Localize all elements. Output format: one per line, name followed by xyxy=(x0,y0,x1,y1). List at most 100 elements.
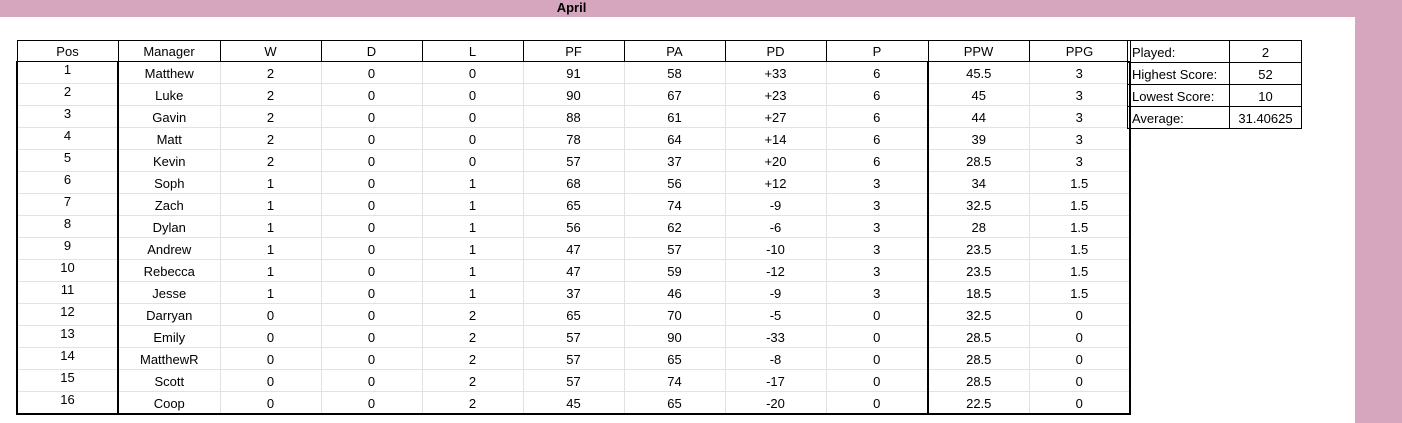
cell-p[interactable]: 3 xyxy=(825,193,929,216)
column-header-w[interactable]: W xyxy=(219,40,322,62)
cell-p[interactable]: 0 xyxy=(825,369,929,392)
cell-l[interactable]: 0 xyxy=(421,83,524,106)
cell-pd[interactable]: +23 xyxy=(724,83,827,106)
cell-l[interactable]: 0 xyxy=(421,61,524,84)
cell-d[interactable]: 0 xyxy=(320,149,423,172)
cell-manager[interactable]: Zach xyxy=(117,193,221,216)
cell-w[interactable]: 0 xyxy=(219,369,322,392)
cell-d[interactable]: 0 xyxy=(320,215,423,238)
cell-d[interactable]: 0 xyxy=(320,325,423,348)
cell-w[interactable]: 2 xyxy=(219,105,322,128)
cell-pa[interactable]: 65 xyxy=(623,347,726,370)
cell-ppg[interactable]: 0 xyxy=(1028,303,1131,326)
cell-pa[interactable]: 58 xyxy=(623,61,726,84)
cell-ppw[interactable]: 44 xyxy=(927,105,1030,128)
cell-pa[interactable]: 64 xyxy=(623,127,726,150)
cell-p[interactable]: 3 xyxy=(825,237,929,260)
cell-pd[interactable]: -8 xyxy=(724,347,827,370)
cell-l[interactable]: 2 xyxy=(421,303,524,326)
cell-pa[interactable]: 74 xyxy=(623,193,726,216)
cell-d[interactable]: 0 xyxy=(320,347,423,370)
cell-w[interactable]: 0 xyxy=(219,391,322,415)
column-header-manager[interactable]: Manager xyxy=(117,40,221,62)
cell-l[interactable]: 1 xyxy=(421,259,524,282)
cell-pf[interactable]: 88 xyxy=(522,105,625,128)
cell-w[interactable]: 2 xyxy=(219,127,322,150)
cell-w[interactable]: 1 xyxy=(219,193,322,216)
cell-pos[interactable]: 9 xyxy=(16,237,119,260)
cell-w[interactable]: 0 xyxy=(219,325,322,348)
cell-l[interactable]: 1 xyxy=(421,281,524,304)
cell-p[interactable]: 6 xyxy=(825,105,929,128)
cell-w[interactable]: 1 xyxy=(219,215,322,238)
cell-pd[interactable]: -10 xyxy=(724,237,827,260)
cell-ppg[interactable]: 1.5 xyxy=(1028,237,1131,260)
cell-pf[interactable]: 68 xyxy=(522,171,625,194)
cell-pd[interactable]: -17 xyxy=(724,369,827,392)
cell-pd[interactable]: +27 xyxy=(724,105,827,128)
cell-pos[interactable]: 10 xyxy=(16,259,119,282)
cell-ppw[interactable]: 45 xyxy=(927,83,1030,106)
cell-pos[interactable]: 1 xyxy=(16,61,119,84)
cell-pd[interactable]: +20 xyxy=(724,149,827,172)
cell-ppg[interactable]: 0 xyxy=(1028,325,1131,348)
cell-pf[interactable]: 90 xyxy=(522,83,625,106)
cell-l[interactable]: 1 xyxy=(421,237,524,260)
cell-pd[interactable]: -6 xyxy=(724,215,827,238)
cell-pd[interactable]: -12 xyxy=(724,259,827,282)
cell-ppw[interactable]: 45.5 xyxy=(927,61,1030,84)
cell-w[interactable]: 0 xyxy=(219,347,322,370)
cell-w[interactable]: 1 xyxy=(219,237,322,260)
cell-d[interactable]: 0 xyxy=(320,237,423,260)
cell-d[interactable]: 0 xyxy=(320,105,423,128)
cell-pf[interactable]: 57 xyxy=(522,325,625,348)
cell-manager[interactable]: Luke xyxy=(117,83,221,106)
cell-l[interactable]: 0 xyxy=(421,149,524,172)
cell-pos[interactable]: 15 xyxy=(16,369,119,392)
cell-ppw[interactable]: 32.5 xyxy=(927,193,1030,216)
cell-pf[interactable]: 56 xyxy=(522,215,625,238)
cell-l[interactable]: 0 xyxy=(421,127,524,150)
cell-ppg[interactable]: 1.5 xyxy=(1028,171,1131,194)
cell-pa[interactable]: 65 xyxy=(623,391,726,415)
cell-pa[interactable]: 37 xyxy=(623,149,726,172)
cell-pf[interactable]: 37 xyxy=(522,281,625,304)
cell-ppg[interactable]: 3 xyxy=(1028,61,1131,84)
cell-p[interactable]: 6 xyxy=(825,149,929,172)
cell-l[interactable]: 1 xyxy=(421,171,524,194)
cell-p[interactable]: 3 xyxy=(825,259,929,282)
cell-manager[interactable]: Coop xyxy=(117,391,221,415)
cell-l[interactable]: 1 xyxy=(421,215,524,238)
cell-p[interactable]: 3 xyxy=(825,215,929,238)
stat-label[interactable]: Lowest Score: xyxy=(1127,84,1230,107)
cell-pf[interactable]: 65 xyxy=(522,303,625,326)
column-header-l[interactable]: L xyxy=(421,40,524,62)
cell-l[interactable]: 2 xyxy=(421,369,524,392)
column-header-ppw[interactable]: PPW xyxy=(927,40,1030,62)
cell-pf[interactable]: 47 xyxy=(522,259,625,282)
cell-pd[interactable]: -5 xyxy=(724,303,827,326)
cell-p[interactable]: 6 xyxy=(825,83,929,106)
cell-pos[interactable]: 16 xyxy=(16,391,119,415)
cell-ppw[interactable]: 28.5 xyxy=(927,325,1030,348)
cell-pos[interactable]: 5 xyxy=(16,149,119,172)
cell-manager[interactable]: Jesse xyxy=(117,281,221,304)
cell-pf[interactable]: 45 xyxy=(522,391,625,415)
cell-manager[interactable]: Scott xyxy=(117,369,221,392)
stat-value[interactable]: 52 xyxy=(1229,62,1302,85)
cell-pos[interactable]: 2 xyxy=(16,83,119,106)
cell-ppg[interactable]: 1.5 xyxy=(1028,215,1131,238)
cell-pf[interactable]: 91 xyxy=(522,61,625,84)
column-header-pos[interactable]: Pos xyxy=(16,40,119,62)
cell-ppw[interactable]: 32.5 xyxy=(927,303,1030,326)
cell-pa[interactable]: 57 xyxy=(623,237,726,260)
cell-pos[interactable]: 12 xyxy=(16,303,119,326)
sheet-title[interactable]: April xyxy=(556,0,587,15)
stat-label[interactable]: Played: xyxy=(1127,40,1230,63)
cell-pf[interactable]: 78 xyxy=(522,127,625,150)
column-header-pd[interactable]: PD xyxy=(724,40,827,62)
cell-ppg[interactable]: 0 xyxy=(1028,391,1131,415)
cell-w[interactable]: 1 xyxy=(219,281,322,304)
cell-manager[interactable]: Kevin xyxy=(117,149,221,172)
cell-ppw[interactable]: 22.5 xyxy=(927,391,1030,415)
